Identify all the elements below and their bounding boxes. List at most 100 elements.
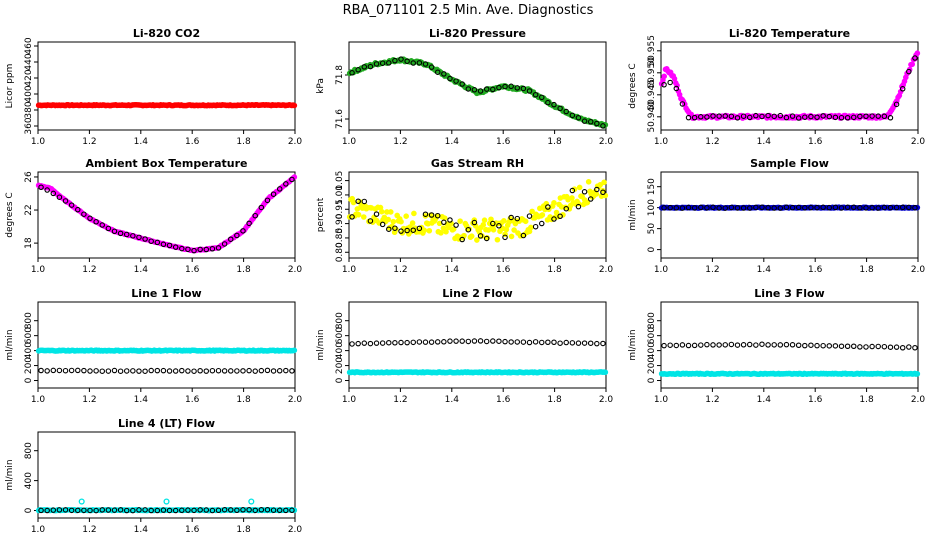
x-tick-label: 1.8 [236,265,251,275]
y-tick-label: 600 [24,327,34,344]
data-point [893,101,900,108]
data-point [511,227,517,233]
data-point [838,205,845,211]
data-point [221,506,228,513]
data-point [759,341,765,347]
data-point [863,344,869,350]
y-tick-label: 0 [24,377,34,383]
data-point [477,338,484,344]
data-point [551,216,557,222]
data-point [379,221,386,228]
data-point [246,220,252,227]
data-point [105,368,112,374]
data-point [258,507,265,513]
data-point [62,198,69,204]
data-point [390,218,397,225]
data-point [520,232,527,239]
panel-title: Ambient Box Temperature [86,157,248,170]
data-point [502,234,508,241]
x-tick-label: 2.0 [288,525,303,535]
data-point [246,506,252,513]
y-axis-label: ml/min [628,199,638,230]
data-point [44,507,50,514]
x-tick-label: 1.8 [859,395,874,405]
data-point [191,368,197,374]
data-point [594,186,600,193]
data-point [587,119,594,125]
series-primary [38,367,295,374]
data-point [875,205,881,211]
panel-title: Sample Flow [750,157,829,170]
data-point [392,340,398,346]
data-point [197,507,203,513]
data-point [832,114,839,121]
data-point [50,367,57,374]
data-point [496,338,502,344]
data-point [75,507,81,514]
y-tick-label: 1.05 [335,171,345,191]
series-primary [661,341,918,351]
data-point [421,227,427,234]
data-point [875,113,881,119]
data-point [166,368,173,374]
data-point [386,60,392,66]
x-tick-label: 1.0 [654,137,669,147]
data-point [349,214,355,220]
data-point [722,113,728,119]
data-point [471,338,478,344]
data-point [361,64,368,70]
data-point [529,208,535,215]
x-tick-label: 2.0 [911,137,926,147]
data-point [416,339,423,345]
plot-frame [37,171,296,259]
data-point [68,367,75,374]
data-point [160,241,167,248]
x-tick-label: 1.4 [757,395,772,405]
y-tick-label: 200 [647,357,657,374]
data-point [350,199,357,206]
x-tick-label: 1.0 [342,137,357,147]
data-point [240,228,246,234]
data-point [252,368,258,374]
panel-line4: Line 4 (LT) Flow 1.0 1.2 1.4 1.6 1.8 2.0 0 400 80… [5,417,302,535]
data-point [360,214,367,220]
data-point [443,228,449,235]
data-point [490,86,496,93]
x-tick-label: 1.6 [185,525,200,535]
data-point [154,239,161,246]
data-point [844,114,851,121]
y-tick-label: 400 [647,342,657,359]
data-point [385,216,391,223]
y-tick-label: 50 [647,223,657,235]
x-tick-label: 1.8 [547,137,562,147]
data-point [832,204,839,211]
data-point [740,205,747,211]
data-point [899,204,906,211]
data-point [367,340,374,347]
data-point [594,340,600,347]
x-tick-label: 1.0 [31,525,46,535]
y-tick-label: 0 [24,507,34,513]
data-point [600,123,606,129]
y-axis-label: degrees C [628,63,638,108]
data-point [264,367,271,374]
data-point [38,184,44,191]
data-point [679,101,686,107]
data-point [221,241,228,247]
data-point [661,81,667,88]
data-point [771,342,777,348]
data-point [81,211,87,217]
data-point [887,204,894,211]
panel-title: Line 2 Flow [442,287,512,300]
data-point [802,114,808,120]
x-tick-label: 1.4 [445,265,460,275]
data-point [734,342,741,348]
data-point [912,344,918,351]
data-point [468,233,475,239]
data-point [160,367,167,374]
data-point [264,506,271,513]
data-point [386,226,392,232]
y-tick-label: 71.6 [335,109,345,129]
panel-pressure: Li-820 Pressure 1.0 1.2 1.4 1.6 1.8 2.0 71.6 71.… [316,27,613,147]
